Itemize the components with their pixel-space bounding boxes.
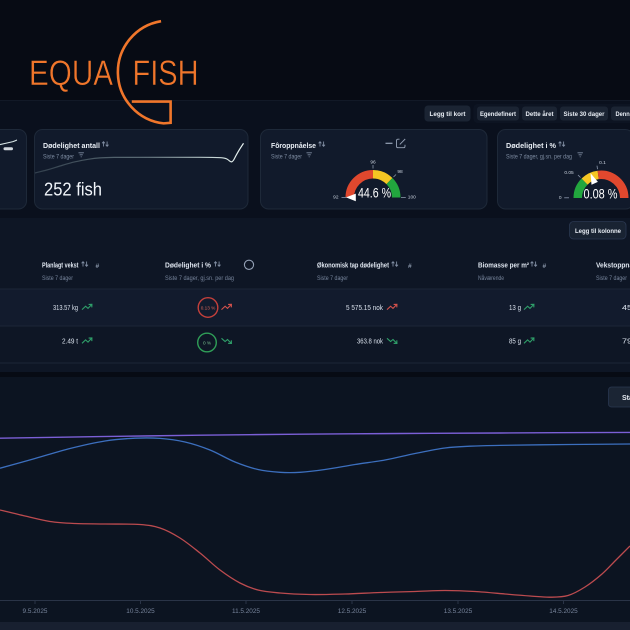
- svg-text:0: 0: [559, 195, 562, 201]
- svg-text:Denne måneden: Denne måneden: [616, 110, 630, 118]
- svg-text:Økonomisk tap dødelighet: Økonomisk tap dødelighet: [317, 262, 390, 270]
- svg-text:Legg til kort: Legg til kort: [430, 111, 467, 118]
- svg-text:Legg til kolonne: Legg til kolonne: [575, 228, 621, 235]
- svg-text:0.1: 0.1: [599, 160, 606, 166]
- svg-text:92: 92: [333, 195, 339, 201]
- svg-text:252 fish: 252 fish: [44, 180, 102, 200]
- svg-text:Vekstoppnåelse: Vekstoppnåelse: [596, 262, 630, 270]
- svg-text:363.8 nok: 363.8 nok: [357, 338, 383, 346]
- svg-text:Dødelighet antall: Dødelighet antall: [43, 141, 100, 150]
- svg-text:Egendefinert: Egendefinert: [480, 111, 517, 118]
- svg-text:13.5.2025: 13.5.2025: [444, 608, 473, 615]
- svg-text:Dødelighet i %: Dødelighet i %: [506, 141, 556, 150]
- svg-text:Planlagt vekst: Planlagt vekst: [42, 262, 79, 270]
- svg-text:313.57 kg: 313.57 kg: [53, 304, 78, 312]
- svg-text:Biomasse per m²: Biomasse per m²: [478, 262, 530, 270]
- svg-text:#: #: [96, 263, 100, 270]
- svg-text:0.13 %: 0.13 %: [201, 305, 216, 310]
- svg-text:5 575.15 nok: 5 575.15 nok: [346, 304, 383, 312]
- svg-text:Dette året: Dette året: [526, 110, 555, 118]
- svg-text:FISH: FISH: [133, 53, 199, 93]
- svg-text:Siste 7 dager, gj.sn. per dag: Siste 7 dager, gj.sn. per dag: [506, 153, 572, 160]
- svg-text:98: 98: [397, 169, 403, 175]
- svg-text:14.5.2025: 14.5.2025: [549, 608, 578, 615]
- svg-text:0.05: 0.05: [564, 170, 574, 176]
- svg-text:10.5.2025: 10.5.2025: [126, 608, 155, 615]
- svg-text:Siste 7 dager: Siste 7 dager: [271, 153, 303, 160]
- svg-text:Siste 7 dager: Siste 7 dager: [42, 275, 74, 282]
- svg-text:Dødelighet i %: Dødelighet i %: [165, 262, 212, 270]
- svg-text:96: 96: [370, 160, 376, 166]
- svg-text:79: 79: [622, 338, 630, 346]
- svg-text:45: 45: [622, 304, 630, 312]
- svg-text:0.08 %: 0.08 %: [584, 186, 618, 201]
- svg-text:Siste 30 dager: Siste 30 dager: [564, 111, 605, 118]
- svg-text:Statistikk: Statistikk: [622, 395, 630, 402]
- svg-text:11.5.2025: 11.5.2025: [232, 608, 260, 615]
- svg-text:2.49 t: 2.49 t: [62, 338, 78, 346]
- svg-text:Nåværende: Nåværende: [478, 274, 504, 282]
- svg-text:100: 100: [408, 195, 416, 201]
- svg-text:12.5.2025: 12.5.2025: [338, 608, 367, 615]
- svg-text:Fôroppnåelse: Fôroppnåelse: [271, 141, 316, 150]
- svg-text:#: #: [408, 263, 412, 270]
- svg-text:0 %: 0 %: [203, 340, 211, 345]
- svg-text:Siste 7 dager: Siste 7 dager: [317, 275, 349, 282]
- svg-text:#: #: [543, 263, 547, 270]
- svg-text:Siste 7 dager: Siste 7 dager: [596, 275, 628, 282]
- svg-text:EQUA: EQUA: [29, 53, 113, 93]
- svg-text:85 g: 85 g: [509, 338, 521, 346]
- svg-text:44.6 %: 44.6 %: [358, 186, 391, 201]
- svg-text:13 g: 13 g: [509, 304, 521, 312]
- svg-text:Siste 7 dager: Siste 7 dager: [43, 153, 75, 160]
- svg-text:9.5.2025: 9.5.2025: [23, 608, 48, 615]
- svg-text:Siste 7 dager, gj.sn. per dag: Siste 7 dager, gj.sn. per dag: [165, 275, 234, 282]
